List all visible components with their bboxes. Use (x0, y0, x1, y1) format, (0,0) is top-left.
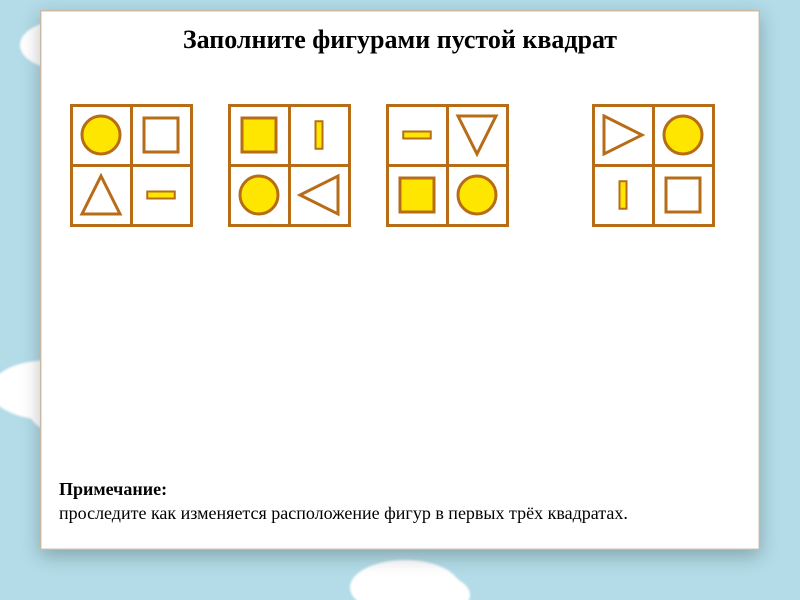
page-title: Заполните фигурами пустой квадрат (41, 11, 759, 55)
grid-cell (228, 164, 291, 227)
grid-panel-2 (229, 105, 349, 225)
square-icon (234, 110, 284, 160)
note-block: Примечание: проследите как изменяется ра… (59, 478, 628, 525)
grid-cell (130, 164, 193, 227)
grid-cell (70, 104, 133, 167)
grid-panel-4 (593, 105, 713, 225)
bar-h-icon (392, 110, 442, 160)
grid-cell (70, 164, 133, 227)
slide-card: Заполните фигурами пустой квадрат Примеч… (40, 10, 760, 550)
square-icon (392, 170, 442, 220)
bar-h-icon (136, 170, 186, 220)
grid-cell (652, 164, 715, 227)
note-text: проследите как изменяется расположение ф… (59, 503, 628, 523)
grid-cell (288, 104, 351, 167)
grid-cell (446, 104, 509, 167)
triangle-up-icon (76, 170, 126, 220)
circle-icon (658, 110, 708, 160)
circle-icon (234, 170, 284, 220)
circle-icon (76, 110, 126, 160)
note-label: Примечание: (59, 479, 167, 499)
triangle-right-icon (598, 110, 648, 160)
square-icon (658, 170, 708, 220)
grid-cell (592, 164, 655, 227)
bar-v-icon (598, 170, 648, 220)
grid-cell (130, 104, 193, 167)
circle-icon (452, 170, 502, 220)
grid-panel-3 (387, 105, 507, 225)
panels-row (41, 95, 759, 295)
grid-cell (592, 104, 655, 167)
bar-v-icon (294, 110, 344, 160)
square-icon (136, 110, 186, 160)
grid-cell (652, 104, 715, 167)
grid-panel-1 (71, 105, 191, 225)
grid-cell (446, 164, 509, 227)
grid-cell (228, 104, 291, 167)
triangle-left-icon (294, 170, 344, 220)
grid-cell (386, 164, 449, 227)
triangle-down-icon (452, 110, 502, 160)
grid-cell (386, 104, 449, 167)
grid-cell (288, 164, 351, 227)
